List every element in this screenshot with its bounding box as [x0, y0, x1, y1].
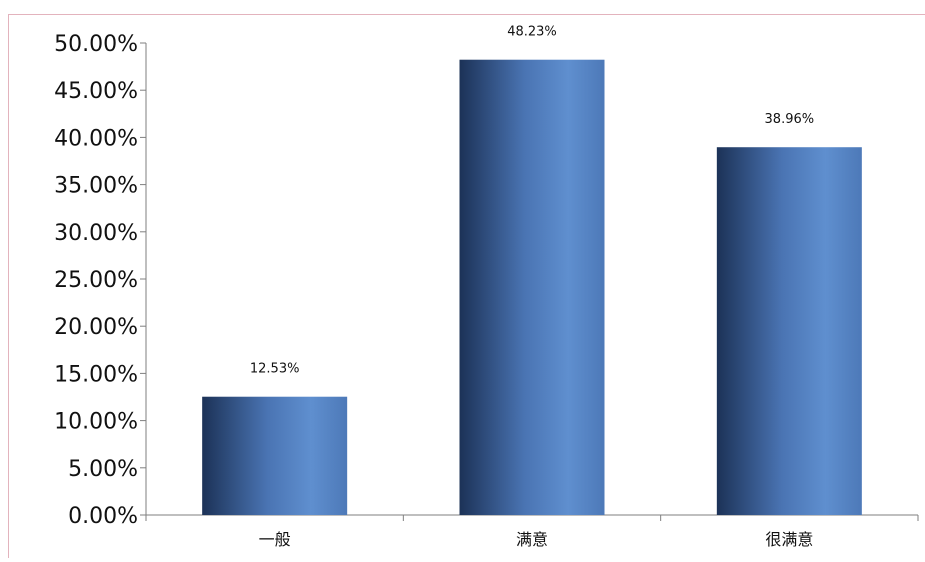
y-tick-label: 25.00% — [54, 268, 138, 293]
y-tick-label: 30.00% — [54, 221, 138, 246]
x-tick-label: 满意 — [516, 530, 548, 549]
y-tick-label: 5.00% — [68, 457, 138, 482]
data-label: 38.96% — [765, 112, 815, 127]
bars — [202, 59, 862, 516]
x-tick-label: 很满意 — [765, 530, 813, 549]
data-label: 12.53% — [250, 362, 300, 377]
y-tick-label: 40.00% — [54, 126, 138, 151]
bar — [459, 59, 605, 515]
y-tick-label: 45.00% — [54, 79, 138, 104]
y-tick-label: 10.00% — [54, 410, 138, 435]
bar — [716, 147, 862, 516]
bar — [202, 396, 348, 515]
x-tick-label: 一般 — [259, 530, 291, 549]
y-tick-label: 50.00% — [54, 32, 138, 57]
y-tick-label: 0.00% — [68, 504, 138, 529]
y-tick-label: 35.00% — [54, 174, 138, 199]
data-label: 48.23% — [507, 25, 557, 40]
y-tick-label: 20.00% — [54, 315, 138, 340]
y-tick-label: 15.00% — [54, 362, 138, 387]
labels: 12.53% 一般 48.23% 满意 38.96% 很满意 — [250, 25, 814, 549]
